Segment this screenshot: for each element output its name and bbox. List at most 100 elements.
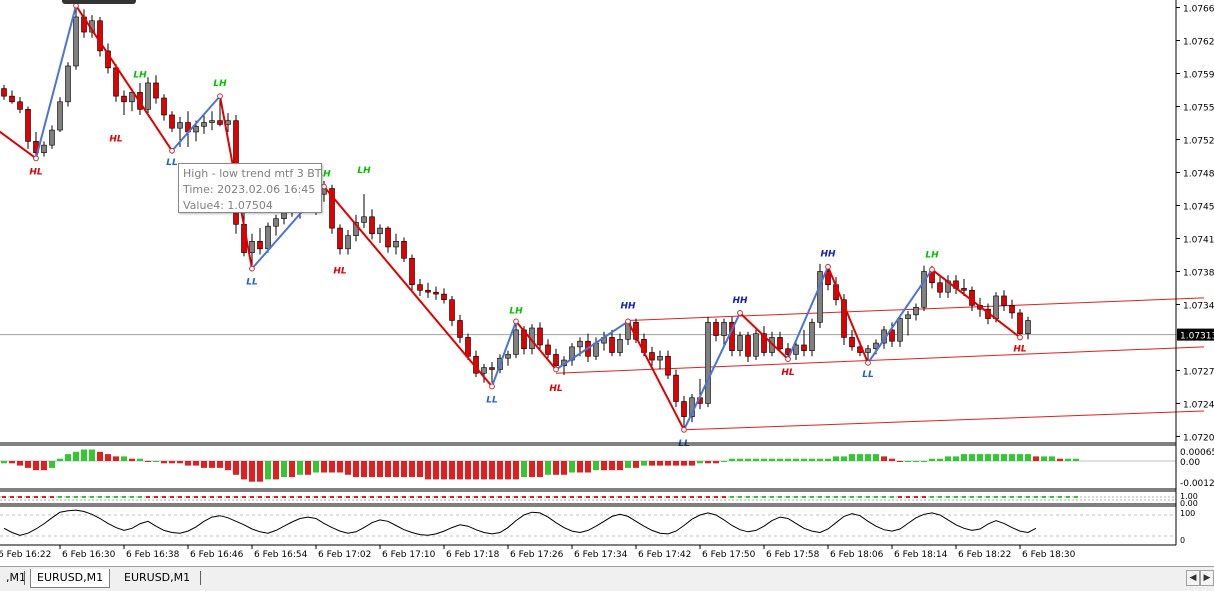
candle-body[interactable] bbox=[97, 20, 103, 52]
candle-body[interactable] bbox=[793, 344, 799, 355]
candle-body[interactable] bbox=[129, 92, 135, 103]
candle-body[interactable] bbox=[265, 225, 271, 250]
candle-body[interactable] bbox=[169, 114, 175, 129]
candle-body[interactable] bbox=[329, 188, 335, 229]
candle-body[interactable] bbox=[1017, 312, 1023, 334]
candle-body[interactable] bbox=[385, 227, 391, 248]
main-price-pane[interactable]: HL LH HL LL LH LL LH HL LH LL LH HL HH LL HH HL HH LL LH HL bbox=[0, 0, 1205, 546]
candle-body[interactable] bbox=[681, 401, 687, 417]
candle-body[interactable] bbox=[993, 295, 999, 319]
tab-chart-1[interactable]: ,M1 bbox=[6, 571, 26, 584]
candle-body[interactable] bbox=[433, 291, 439, 295]
candle-body[interactable] bbox=[841, 299, 847, 338]
tab-chart-3[interactable]: EURUSD,M1 bbox=[124, 571, 191, 584]
candle-body[interactable] bbox=[273, 218, 279, 227]
candle-body[interactable] bbox=[921, 271, 927, 308]
signal-dot bbox=[370, 496, 374, 498]
candle-body[interactable] bbox=[417, 284, 423, 291]
candle-body[interactable] bbox=[537, 327, 543, 346]
candle-body[interactable] bbox=[889, 329, 895, 342]
candle-body[interactable] bbox=[609, 337, 615, 353]
candle-body[interactable] bbox=[457, 320, 463, 338]
candle-body[interactable] bbox=[49, 129, 55, 146]
candle-body[interactable] bbox=[177, 122, 183, 129]
candle-body[interactable] bbox=[649, 352, 655, 361]
candle-body[interactable] bbox=[193, 126, 199, 133]
candle-body[interactable] bbox=[657, 355, 663, 361]
candle-body[interactable] bbox=[577, 340, 583, 348]
candle-body[interactable] bbox=[217, 120, 223, 125]
candle-body[interactable] bbox=[209, 120, 215, 123]
candle-body[interactable] bbox=[617, 339, 623, 353]
candle-body[interactable] bbox=[817, 271, 823, 323]
candle-body[interactable] bbox=[849, 337, 855, 348]
candle-body[interactable] bbox=[225, 120, 231, 125]
chart-canvas[interactable]: HLLHHLLLLHLLLHHLLHLLLHHLHHLLHHHLHHLLLHHL… bbox=[0, 0, 1214, 566]
candle-body[interactable] bbox=[153, 82, 159, 99]
candle-body[interactable] bbox=[913, 306, 919, 316]
candle-body[interactable] bbox=[121, 95, 127, 103]
candle-body[interactable] bbox=[201, 122, 207, 127]
candle-body[interactable] bbox=[673, 374, 679, 402]
candle-body[interactable] bbox=[961, 288, 967, 291]
candle-body[interactable] bbox=[489, 367, 495, 370]
candle-body[interactable] bbox=[705, 322, 711, 404]
candle-body[interactable] bbox=[897, 318, 903, 342]
scroll-right-icon[interactable]: ▶ bbox=[1200, 570, 1214, 586]
oscillator-pane[interactable]: 100 0 bbox=[0, 509, 1195, 545]
candle-body[interactable] bbox=[745, 335, 751, 357]
candle-body[interactable] bbox=[145, 82, 151, 110]
candle-body[interactable] bbox=[249, 240, 255, 253]
candle-body[interactable] bbox=[1, 88, 7, 97]
candle-body[interactable] bbox=[449, 299, 455, 321]
candle-body[interactable] bbox=[9, 95, 15, 103]
candle-body[interactable] bbox=[513, 329, 519, 355]
candle-body[interactable] bbox=[377, 227, 383, 235]
candle-body[interactable] bbox=[17, 101, 23, 110]
histogram-bar bbox=[697, 461, 703, 464]
candle-body[interactable] bbox=[937, 282, 943, 293]
candle-body[interactable] bbox=[777, 337, 783, 350]
candle-body[interactable] bbox=[41, 144, 47, 153]
candle-body[interactable] bbox=[545, 344, 551, 355]
candle-body[interactable] bbox=[65, 65, 71, 103]
candle-body[interactable] bbox=[401, 240, 407, 259]
candle-body[interactable] bbox=[161, 97, 167, 116]
candle-body[interactable] bbox=[409, 257, 415, 285]
candle-body[interactable] bbox=[25, 109, 31, 142]
candle-body[interactable] bbox=[553, 354, 559, 367]
candle-body[interactable] bbox=[57, 101, 63, 131]
scroll-left-icon[interactable]: ◀ bbox=[1186, 570, 1200, 586]
candle-body[interactable] bbox=[721, 322, 727, 336]
tab-chart-2[interactable]: EURUSD,M1 bbox=[30, 569, 111, 588]
candle-body[interactable] bbox=[665, 355, 671, 376]
candle-body[interactable] bbox=[825, 271, 831, 285]
price-axis[interactable]: 1.07660 1.07625 1.07590 1.07555 1.07520 1.074… bbox=[1175, 0, 1214, 545]
candle-body[interactable] bbox=[1009, 305, 1015, 314]
candle-body[interactable] bbox=[73, 16, 79, 67]
candle-body[interactable] bbox=[441, 293, 447, 301]
candle-body[interactable] bbox=[569, 346, 575, 361]
candle-body[interactable] bbox=[809, 322, 815, 351]
candle-body[interactable] bbox=[1025, 320, 1031, 334]
candle-body[interactable] bbox=[257, 240, 263, 250]
candle-body[interactable] bbox=[1001, 295, 1007, 306]
candle-body[interactable] bbox=[713, 322, 719, 336]
candle-body[interactable] bbox=[361, 216, 367, 223]
candle-body[interactable] bbox=[761, 333, 767, 353]
candle-body[interactable] bbox=[865, 348, 871, 353]
candle-body[interactable] bbox=[337, 227, 343, 250]
candle-body[interactable] bbox=[753, 333, 759, 357]
candle-body[interactable] bbox=[481, 367, 487, 374]
candle-body[interactable] bbox=[905, 314, 911, 319]
candle-body[interactable] bbox=[393, 240, 399, 248]
candle-body[interactable] bbox=[425, 290, 431, 293]
candle-body[interactable] bbox=[801, 344, 807, 351]
candle-body[interactable] bbox=[113, 67, 119, 97]
candle-body[interactable] bbox=[345, 235, 351, 250]
candle-body[interactable] bbox=[737, 335, 743, 351]
candle-body[interactable] bbox=[505, 354, 511, 359]
candle-body[interactable] bbox=[369, 216, 375, 235]
candle-body[interactable] bbox=[465, 337, 471, 357]
